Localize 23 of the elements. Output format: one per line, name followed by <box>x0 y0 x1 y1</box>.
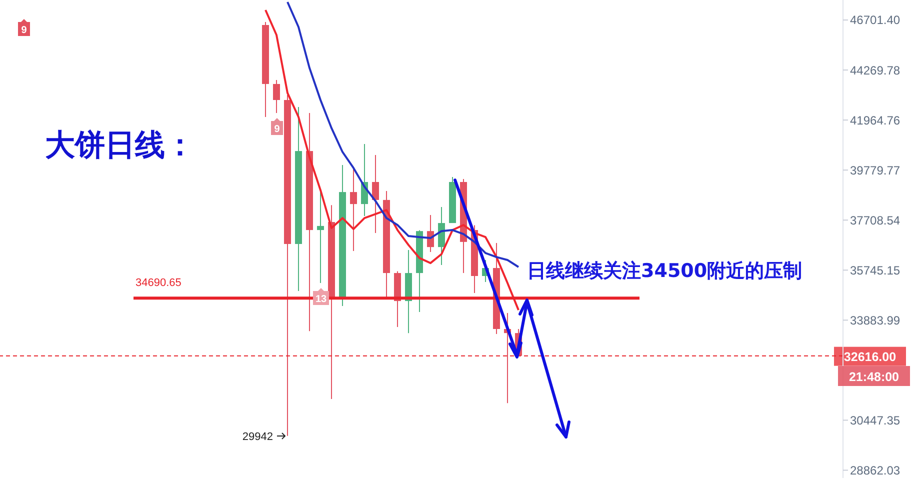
y-tick-label: 39779.77 <box>850 163 900 178</box>
ref-line-label: 34690.65 <box>136 277 182 290</box>
candlestick <box>273 79 280 114</box>
line-series <box>286 1 520 268</box>
y-tick-label: 28862.03 <box>850 463 900 478</box>
y-tick-label: 41964.76 <box>850 113 900 128</box>
y-tick-label: 33883.99 <box>850 313 900 328</box>
y-tick-label: 30447.35 <box>850 413 900 428</box>
candlestick <box>317 192 324 284</box>
y-tick-label: 37708.54 <box>850 213 900 228</box>
ref-line-label: 32616.00 <box>844 350 896 364</box>
annotation: 9 <box>274 124 280 135</box>
candlestick <box>350 167 357 252</box>
annotation: 13 <box>315 294 327 305</box>
annotation: 日线继续关注34500附近的压制 <box>527 260 802 282</box>
annotation: 9 <box>21 25 28 36</box>
annotation: 29942 <box>242 431 273 443</box>
y-tick-label: 44269.78 <box>850 63 900 78</box>
y-tick-label: 46701.40 <box>850 13 900 28</box>
y-tick-label: 35745.15 <box>850 263 900 278</box>
text: 大饼日线： <box>45 128 195 163</box>
candlestick <box>372 154 379 234</box>
text: 21:48:00 <box>848 370 900 384</box>
